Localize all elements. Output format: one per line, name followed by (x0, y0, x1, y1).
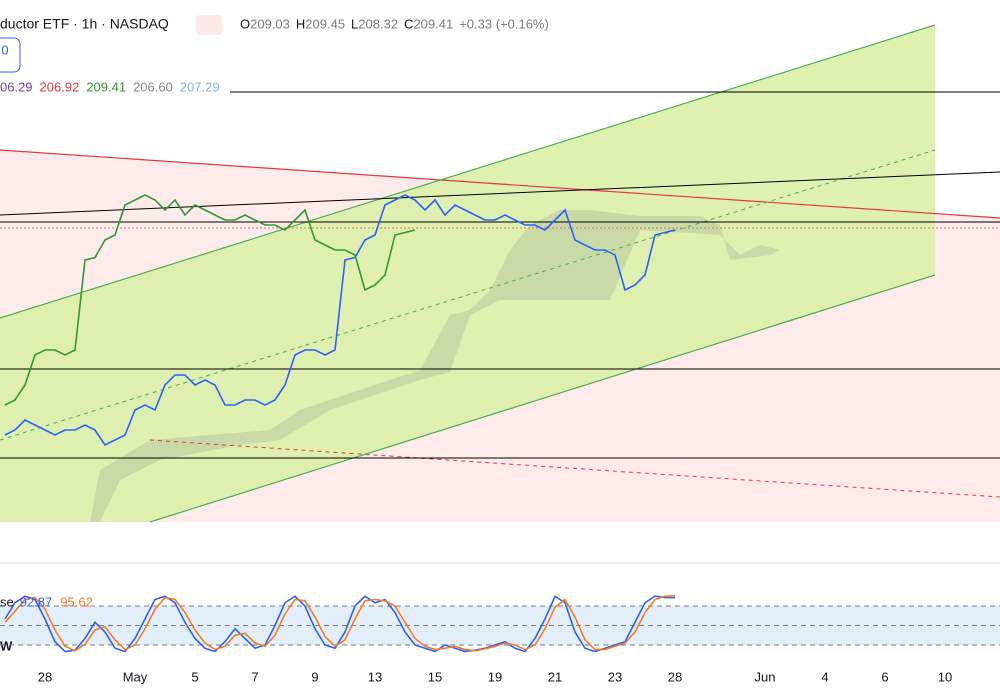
x-tick-label: 4 (821, 669, 828, 684)
red-trend (0, 149, 1000, 219)
x-tick-label: Jun (755, 669, 776, 684)
ohlc-value: 208.32 (358, 16, 398, 31)
red-dashed (149, 439, 1000, 498)
channel-mid (0, 149, 936, 441)
series-line (4, 194, 416, 406)
x-tick-label: 6 (881, 669, 888, 684)
x-tick-label: 15 (428, 669, 442, 684)
indicator-value: 06.29 (0, 79, 33, 94)
x-tick-label: 13 (368, 669, 382, 684)
x-tick-label: 28 (668, 669, 682, 684)
x-tick-label: 19 (488, 669, 502, 684)
legend-value: 92.87 (20, 594, 53, 609)
channel-bottom (149, 274, 936, 523)
channel-fill (0, 25, 935, 522)
ohlc-label: H (296, 16, 305, 31)
corner-label: W (0, 638, 13, 653)
indicator-value: 207.29 (180, 79, 220, 94)
cloud (90, 210, 780, 522)
ohlc-value: 209.45 (305, 16, 345, 31)
stoch-label: se (0, 594, 14, 609)
change: +0.33 (+0.16%) (459, 16, 549, 31)
indicator-value: 206.60 (133, 79, 173, 94)
ohlc-value: 209.41 (413, 16, 453, 31)
x-tick-label: 21 (548, 669, 562, 684)
x-tick-label: 28 (38, 669, 52, 684)
x-tick-label: 23 (608, 669, 622, 684)
badge-box (0, 37, 21, 73)
x-tick-label: 10 (938, 669, 952, 684)
series-line (4, 194, 676, 447)
session-icon (196, 15, 222, 35)
channel-top (0, 24, 936, 319)
x-tick-label: 7 (251, 669, 258, 684)
header: ductor ETF · 1h · NASDAQ 0 W (0, 15, 222, 653)
legend-value: 95.62 (60, 594, 93, 609)
indicator-value: 209.41 (86, 79, 126, 94)
x-tick-label: May (123, 669, 148, 684)
x-tick-label: 5 (191, 669, 198, 684)
symbol-title: ductor ETF · 1h · NASDAQ (0, 16, 169, 32)
ohlc-label: L (351, 16, 358, 31)
badge: 0 (1, 42, 8, 57)
x-tick-label: 9 (311, 669, 318, 684)
ohlc-value: 209.03 (250, 16, 290, 31)
series-line (4, 595, 676, 652)
ohlc-label: O (240, 16, 250, 31)
indicator-value: 206.92 (40, 79, 80, 94)
ohlc-label: C (404, 16, 413, 31)
